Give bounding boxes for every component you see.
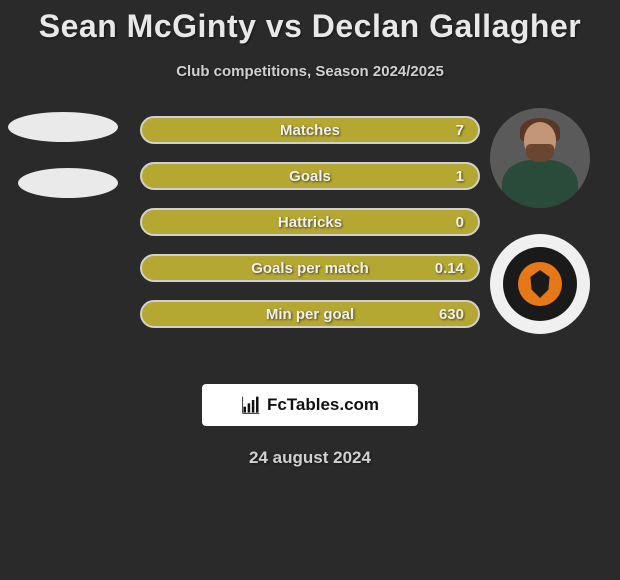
- brand-text: FcTables.com: [267, 395, 379, 415]
- stat-label: Goals: [289, 168, 331, 185]
- stat-value-right: 1: [456, 168, 464, 185]
- stat-bar-goals: Goals 1: [140, 162, 480, 190]
- club-logo-placeholder: [18, 168, 118, 198]
- stat-label: Goals per match: [251, 260, 369, 277]
- stats-bars: Matches 7 Goals 1 Hattricks 0 Goals per …: [140, 116, 480, 346]
- left-player-column: [8, 108, 128, 218]
- stat-value-right: 0: [456, 214, 464, 231]
- stat-label: Min per goal: [266, 306, 354, 323]
- brand-badge[interactable]: FcTables.com: [202, 384, 418, 426]
- stat-value-right: 7: [456, 122, 464, 139]
- player-avatar-placeholder: [8, 112, 118, 142]
- stat-label: Matches: [280, 122, 340, 139]
- player-avatar: [490, 108, 590, 208]
- footer-date: 24 august 2024: [0, 448, 620, 468]
- stat-bar-matches: Matches 7: [140, 116, 480, 144]
- stat-bar-min-per-goal: Min per goal 630: [140, 300, 480, 328]
- stat-value-right: 0.14: [435, 260, 464, 277]
- comparison-area: Matches 7 Goals 1 Hattricks 0 Goals per …: [0, 108, 620, 388]
- stat-bar-hattricks: Hattricks 0: [140, 208, 480, 236]
- stat-value-right: 630: [439, 306, 464, 323]
- right-player-column: [490, 108, 600, 334]
- page-title: Sean McGinty vs Declan Gallagher: [0, 0, 620, 45]
- page-subtitle: Club competitions, Season 2024/2025: [0, 63, 620, 80]
- club-logo: [490, 234, 590, 334]
- stat-bar-goals-per-match: Goals per match 0.14: [140, 254, 480, 282]
- bar-chart-icon: [241, 395, 261, 415]
- stat-label: Hattricks: [278, 214, 342, 231]
